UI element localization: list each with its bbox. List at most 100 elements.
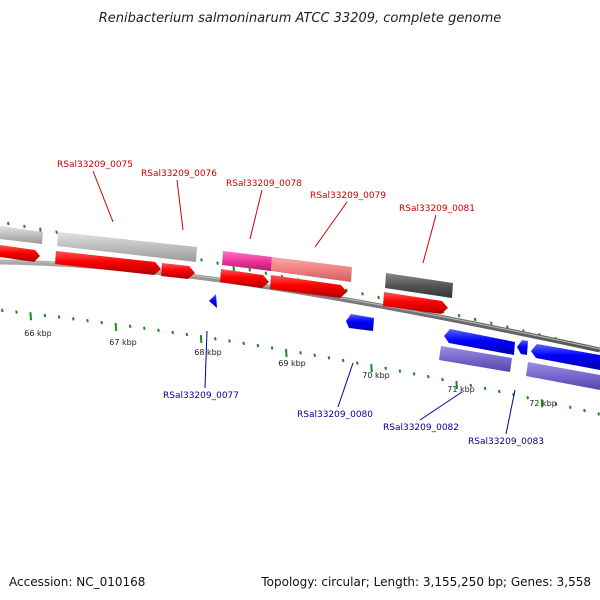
minor-tick — [427, 374, 430, 379]
gene-track-reverse — [439, 346, 600, 390]
ruler-label: 72 kbp — [529, 399, 557, 408]
minor-tick — [457, 314, 461, 318]
gene-leader-line — [314, 201, 348, 248]
genome-backbone — [0, 259, 600, 353]
minor-tick — [200, 258, 203, 262]
gene-label-reverse[interactable]: RSal33209_0082 — [383, 423, 459, 433]
gene-feature-gray[interactable] — [0, 226, 43, 244]
cds-arrow-forward[interactable] — [0, 245, 40, 262]
minor-tick — [412, 372, 416, 376]
minor-tick — [299, 351, 302, 355]
ruler-label: 69 kbp — [278, 359, 306, 368]
gene-label-forward[interactable]: RSal33209_0078 — [226, 179, 302, 189]
cds-arrow-rsal33209-0083[interactable] — [531, 344, 600, 370]
minor-tick — [345, 288, 348, 293]
minor-tick — [341, 358, 345, 363]
minor-tick — [256, 343, 260, 348]
gene-label-forward[interactable]: RSal33209_0081 — [399, 204, 475, 214]
cds-arrow-rsal33209-0077[interactable] — [209, 294, 217, 308]
minor-tick — [313, 353, 316, 357]
minor-tick — [526, 395, 529, 400]
minor-tick — [7, 221, 10, 226]
major-tick — [370, 364, 373, 373]
minor-tick — [57, 315, 61, 319]
cds-arrow-rsal33209-0079[interactable] — [270, 275, 347, 298]
minor-tick — [384, 366, 387, 371]
gene-feature-rsal33209-0075[interactable] — [57, 232, 197, 262]
major-tick — [540, 399, 544, 408]
gene-feature-rsal33209-0078[interactable] — [222, 251, 272, 271]
minor-tick — [242, 341, 245, 346]
minor-tick — [23, 224, 26, 229]
minor-tick — [583, 408, 586, 413]
gene-leader-line — [422, 214, 437, 264]
ruler-labels: 66 kbp 67 kbp 68 kbp 69 kbp 70 kbp 71 kbp 72 k… — [24, 329, 557, 408]
gene-feature-rsal33209-0083[interactable] — [526, 362, 600, 390]
major-tick — [114, 322, 118, 331]
map-title: Renibacterium salmoninarum ATCC 33209, c… — [99, 11, 502, 26]
minor-tick — [15, 310, 18, 314]
minor-tick — [554, 402, 558, 406]
ruler-label: 71 kbp — [447, 385, 475, 394]
gene-feature-rsal33209-0081[interactable] — [385, 273, 453, 298]
gene-label-forward[interactable]: RSal33209_0079 — [310, 191, 386, 201]
topology-summary-text: Topology: circular; Length: 3,155,250 bp… — [260, 575, 591, 589]
gene-leader-line — [92, 170, 114, 223]
cds-arrow-rsal33209-0075[interactable] — [55, 251, 161, 275]
gene-feature-rsal33209-0082[interactable] — [439, 346, 512, 372]
minor-tick — [55, 230, 58, 234]
gene-label-reverse[interactable]: RSal33209_0080 — [297, 410, 373, 420]
minor-tick — [228, 339, 231, 343]
minor-tick — [398, 369, 402, 373]
cds-arrow-rsal33209-0082[interactable] — [444, 329, 515, 355]
cds-track-forward — [0, 245, 448, 314]
minor-tick — [356, 361, 359, 365]
minor-tick — [86, 318, 89, 323]
gene-feature-rsal33209-0079[interactable] — [271, 257, 352, 282]
minor-tick — [441, 377, 444, 382]
minor-tick — [483, 386, 487, 391]
minor-tick — [270, 346, 274, 350]
gene-leader-line — [337, 362, 354, 408]
gene-label-reverse[interactable]: RSal33209_0077 — [163, 391, 239, 401]
minor-tick — [498, 389, 501, 394]
minor-tick — [143, 326, 146, 331]
gene-label-forward[interactable]: RSal33209_0076 — [141, 169, 217, 179]
major-tick — [199, 335, 203, 344]
minor-tick — [597, 412, 600, 416]
minor-tick — [1, 308, 4, 313]
gene-leader-line — [249, 189, 263, 240]
reverse-ruler-ticks — [1, 308, 600, 416]
ruler-label: 68 kbp — [194, 348, 222, 357]
minor-tick — [171, 330, 174, 335]
cds-arrow-rsal33209-0080[interactable] — [346, 314, 374, 331]
gene-leader-line — [204, 330, 208, 389]
ruler-label: 70 kbp — [362, 371, 390, 380]
minor-tick — [72, 317, 75, 321]
minor-tick — [264, 271, 268, 275]
minor-tick — [216, 261, 219, 265]
accession-text: Accession: NC_010168 — [9, 575, 145, 589]
gene-leader-line — [176, 179, 184, 231]
gene-labels: RSal33209_0075 RSal33209_0076 RSal33209_00… — [57, 160, 544, 447]
gene-leader-line — [505, 389, 516, 435]
cds-arrow-rsal33209-0078[interactable] — [220, 269, 269, 288]
cds-arrow-rsal33209-0081[interactable] — [383, 292, 448, 314]
minor-tick — [43, 313, 47, 318]
minor-tick — [327, 356, 331, 360]
minor-tick — [377, 295, 380, 300]
minor-tick — [490, 321, 493, 325]
cds-arrow-rsal33209-0076[interactable] — [161, 263, 195, 279]
minor-tick — [185, 332, 189, 337]
minor-tick — [473, 317, 477, 322]
cds-arrow-small-reverse[interactable] — [517, 340, 528, 355]
gene-leader-line — [419, 391, 463, 421]
gene-label-reverse[interactable]: RSal33209_0083 — [468, 437, 544, 447]
gene-label-forward[interactable]: RSal33209_0075 — [57, 160, 133, 170]
ruler-label: 67 kbp — [109, 338, 137, 347]
minor-tick — [361, 292, 364, 296]
cds-track-reverse — [209, 294, 600, 370]
minor-tick — [128, 324, 132, 329]
minor-tick — [569, 405, 572, 409]
